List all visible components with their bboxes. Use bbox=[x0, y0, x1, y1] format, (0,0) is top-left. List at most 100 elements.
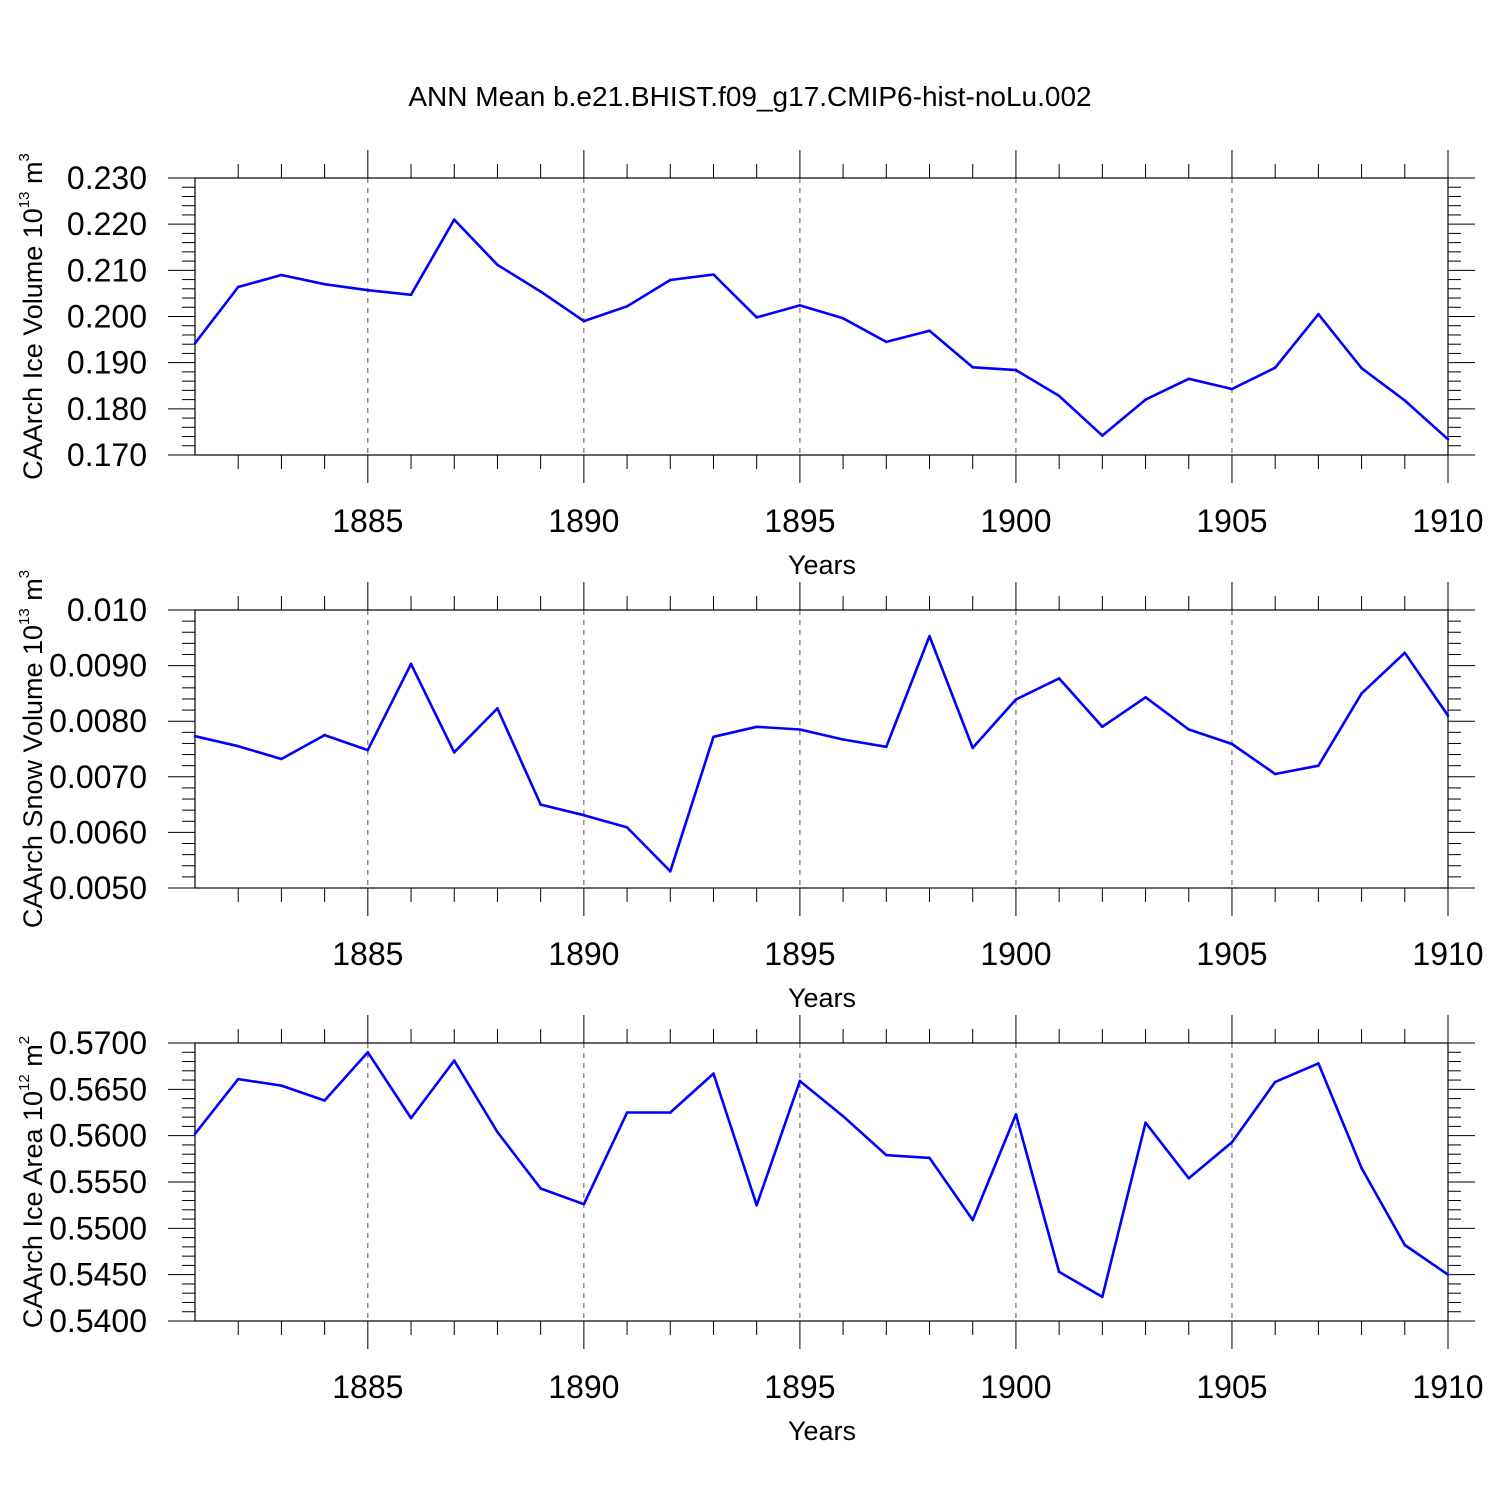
data-point bbox=[193, 1132, 197, 1136]
x-tick-label: 1910 bbox=[1412, 503, 1483, 539]
y-axis-title: CAArch Ice Volume 1013 m3 bbox=[16, 153, 48, 480]
data-point bbox=[668, 278, 672, 282]
data-point bbox=[625, 305, 629, 308]
data-point bbox=[971, 746, 975, 750]
data-point bbox=[280, 1084, 283, 1087]
data-point bbox=[1317, 1062, 1320, 1065]
data-point bbox=[452, 1059, 456, 1062]
data-point bbox=[409, 1116, 413, 1120]
data-point bbox=[193, 341, 197, 345]
series-line bbox=[193, 218, 1449, 441]
x-tick-label: 1895 bbox=[764, 936, 835, 972]
data-point bbox=[236, 744, 240, 748]
data-point bbox=[280, 273, 283, 277]
data-point bbox=[496, 1130, 499, 1134]
y-tick-label: 0.0070 bbox=[49, 759, 147, 795]
data-point bbox=[193, 734, 197, 738]
data-point bbox=[1057, 1270, 1061, 1274]
data-point bbox=[1403, 651, 1407, 655]
y-tick-label: 0.5550 bbox=[49, 1164, 147, 1200]
data-point bbox=[280, 757, 283, 761]
x-tick-label: 1905 bbox=[1196, 503, 1267, 539]
data-point bbox=[841, 738, 845, 741]
data-point bbox=[1273, 1080, 1277, 1084]
y-tick-label: 0.200 bbox=[67, 299, 147, 335]
y-tick-label: 0.5650 bbox=[49, 1071, 147, 1107]
data-point bbox=[1230, 1140, 1234, 1144]
data-point bbox=[1446, 714, 1450, 717]
x-tick-label: 1890 bbox=[548, 936, 619, 972]
y-tick-label: 0.0080 bbox=[49, 703, 147, 739]
series-line bbox=[194, 634, 1450, 873]
data-point bbox=[798, 1079, 802, 1083]
data-point bbox=[971, 1218, 975, 1222]
data-point bbox=[1187, 1176, 1191, 1180]
data-point bbox=[1230, 742, 1234, 746]
data-point bbox=[1014, 1113, 1018, 1116]
data-point bbox=[625, 826, 629, 829]
panel-1: 0.170 0.180 0.190 0.200 0.210 0.220 0.230 1885 1… bbox=[16, 150, 1484, 580]
x-tick-label: 1910 bbox=[1412, 936, 1483, 972]
data-point bbox=[928, 329, 931, 333]
data-point bbox=[1187, 728, 1191, 731]
data-point bbox=[1187, 377, 1191, 381]
data-point bbox=[755, 316, 758, 319]
data-point bbox=[1273, 366, 1277, 370]
y-axis-title-text: m bbox=[18, 1044, 48, 1074]
figure-title: ANN Mean b.e21.BHIST.f09_g17.CMIP6-hist-… bbox=[408, 81, 1091, 112]
data-point bbox=[409, 662, 413, 666]
y-tick-label: 0.210 bbox=[67, 252, 147, 288]
data-point bbox=[1144, 398, 1147, 401]
data-point bbox=[1101, 725, 1104, 729]
data-point bbox=[668, 870, 672, 873]
data-point bbox=[712, 1072, 715, 1075]
data-point bbox=[971, 365, 975, 369]
data-point bbox=[496, 707, 499, 710]
data-point bbox=[452, 751, 456, 754]
y-tick-label: 0.0090 bbox=[49, 648, 147, 684]
data-point bbox=[366, 1050, 370, 1054]
data-point bbox=[582, 1202, 586, 1206]
data-point bbox=[539, 1187, 542, 1190]
x-axis-title: Years bbox=[788, 1416, 856, 1446]
data-point bbox=[366, 288, 370, 292]
data-point bbox=[539, 803, 542, 806]
x-tick-label: 1905 bbox=[1196, 1369, 1267, 1405]
data-point bbox=[1360, 692, 1363, 695]
x-tick-label: 1895 bbox=[764, 1369, 835, 1405]
data-point bbox=[236, 285, 240, 289]
x-tick-label: 1890 bbox=[548, 503, 619, 539]
data-point bbox=[1360, 1166, 1363, 1170]
data-point bbox=[1317, 764, 1320, 767]
x-tick-label: 1900 bbox=[980, 1369, 1051, 1405]
data-point bbox=[1014, 698, 1018, 701]
y-axis-title-text: CAArch Snow Volume 10 bbox=[18, 625, 48, 928]
data-point bbox=[409, 293, 413, 297]
data-point bbox=[582, 319, 586, 323]
data-point bbox=[885, 1153, 888, 1157]
plot-frame bbox=[194, 1042, 1449, 1322]
x-tick-label: 1910 bbox=[1412, 1369, 1483, 1405]
x-tick-label: 1890 bbox=[548, 1369, 619, 1405]
data-point bbox=[323, 1099, 326, 1102]
y-axis-title: CAArch Snow Volume 1013 m3 bbox=[16, 570, 48, 928]
y-tick-label: 0.5700 bbox=[49, 1025, 147, 1061]
x-tick-label: 1900 bbox=[980, 936, 1051, 972]
data-point bbox=[755, 1203, 758, 1207]
data-point bbox=[668, 1111, 672, 1114]
data-point bbox=[582, 813, 586, 817]
y-axis-title-text: CAArch Ice Volume 10 bbox=[18, 208, 48, 480]
data-point bbox=[755, 725, 758, 729]
series-line bbox=[193, 1051, 1449, 1299]
data-point bbox=[1101, 1295, 1104, 1299]
y-tick-label: 0.5500 bbox=[49, 1210, 147, 1246]
y-axis-title-superscript: 13 bbox=[16, 608, 33, 625]
data-point bbox=[1403, 399, 1407, 402]
data-point bbox=[885, 745, 888, 749]
y-axis-title-text: m bbox=[18, 162, 48, 192]
data-point bbox=[712, 273, 715, 276]
y-axis-title-superscript: 3 bbox=[16, 570, 33, 578]
data-point bbox=[841, 317, 845, 320]
data-point bbox=[236, 1077, 240, 1081]
y-axis-title-text: m bbox=[18, 578, 48, 608]
